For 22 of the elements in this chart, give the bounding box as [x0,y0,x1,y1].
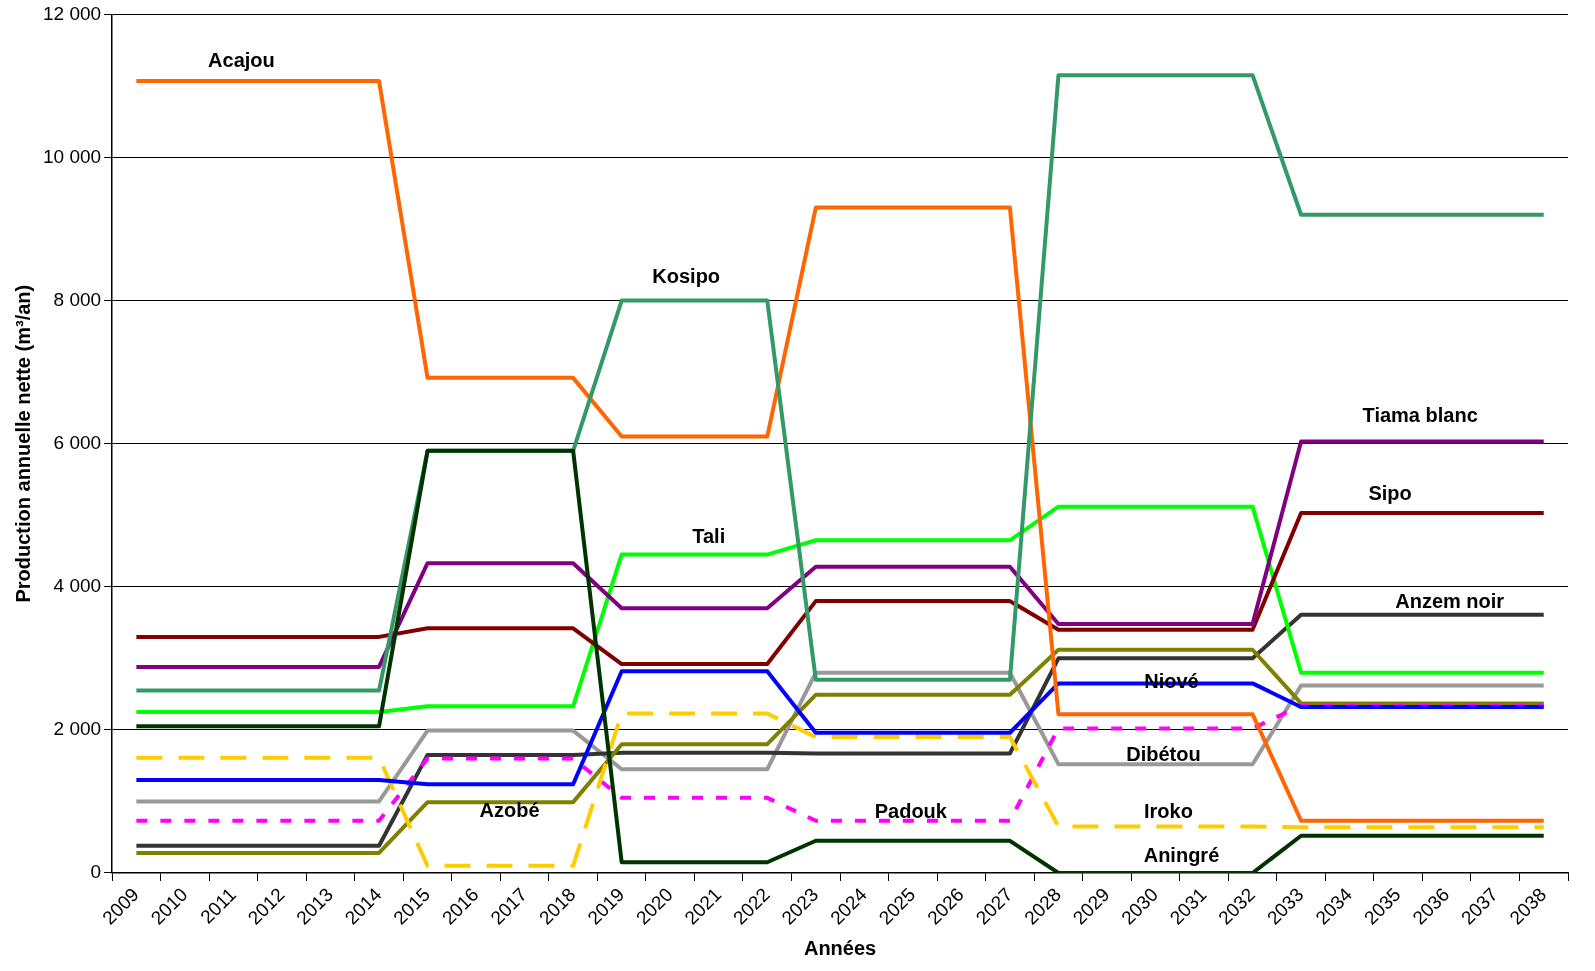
series-label: Sipo [1368,482,1412,505]
series-label: Azobé [479,799,540,822]
series-label: Dibétou [1126,743,1201,766]
line-series [134,703,1546,823]
y-tick-label: 12 000 [42,2,102,24]
y-tick-label: 8 000 [53,288,102,310]
series-label: Aningré [1143,843,1220,866]
y-tick-label: 2 000 [53,718,102,740]
line-series [134,711,1546,868]
series-label: Tali [692,524,726,547]
y-axis-title: Production annuelle nette (m³/an) [11,284,34,603]
series-label: Iroko [1144,800,1193,823]
y-tick-label: 10 000 [42,145,102,167]
series-label: Padouk [874,799,947,822]
y-tick-label: 0 [90,861,102,883]
x-axis-title: Années [803,936,877,959]
series-label: Tiama blanc [1362,403,1478,426]
y-tick-label: 4 000 [53,575,102,597]
series-label: Kosipo [652,264,721,287]
series-label: Anzem noir [1395,589,1505,612]
y-tick-label: 6 000 [53,431,102,453]
series-label: Acajou [208,48,275,71]
